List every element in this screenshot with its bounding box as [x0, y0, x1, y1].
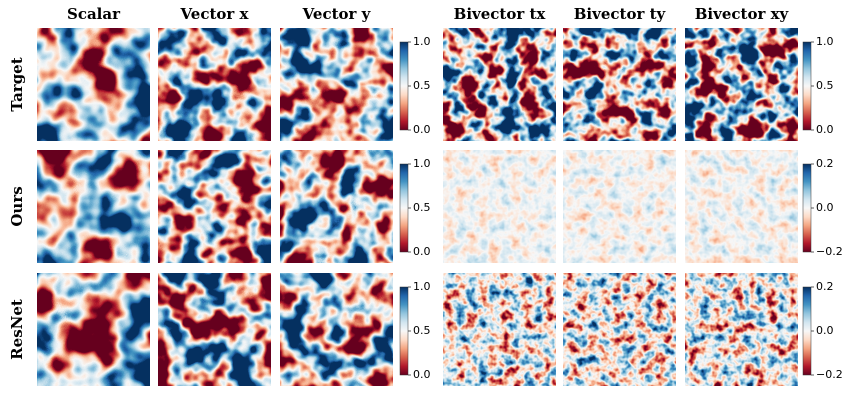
colorbar: [802, 41, 812, 131]
field-image: [158, 150, 271, 263]
colorbar-tick-label: 1.0: [413, 280, 431, 293]
colorbar-tick-label: −0.2: [816, 368, 843, 381]
field-image: [37, 273, 150, 386]
field-image: [443, 273, 556, 386]
column-title: Bivector tx: [454, 5, 547, 23]
colorbar-tick-label: 0.0: [816, 324, 834, 337]
colorbar-tick-label: 0.2: [816, 157, 834, 170]
field-image: [443, 28, 556, 141]
column-title: Bivector xy: [695, 5, 790, 23]
colorbar: [802, 286, 812, 376]
field-image: [563, 273, 676, 386]
colorbar: [802, 163, 812, 253]
field-image: [563, 28, 676, 141]
field-image: [443, 150, 556, 263]
colorbar-tick-label: 1.0: [816, 35, 834, 48]
colorbar-tick-label: 0.5: [816, 79, 834, 92]
field-image: [685, 150, 798, 263]
field-image: [158, 273, 271, 386]
colorbar: [399, 163, 409, 253]
colorbar-tick-label: 1.0: [413, 35, 431, 48]
column-title: Vector x: [180, 5, 250, 23]
row-label: ResNet: [8, 299, 26, 360]
field-image: [280, 28, 393, 141]
field-image: [158, 28, 271, 141]
colorbar: [399, 286, 409, 376]
colorbar-tick-label: 0.2: [816, 280, 834, 293]
field-image: [563, 150, 676, 263]
colorbar-tick-label: −0.2: [816, 245, 843, 258]
field-image: [37, 28, 150, 141]
colorbar-tick-label: 0.0: [816, 123, 834, 136]
colorbar-tick-label: 0.0: [413, 245, 431, 258]
field-image: [280, 150, 393, 263]
column-title: Vector y: [302, 5, 372, 23]
colorbar-tick-label: 0.0: [413, 368, 431, 381]
colorbar-tick-label: 0.5: [413, 79, 431, 92]
field-image: [685, 273, 798, 386]
column-title: Scalar: [67, 5, 121, 23]
field-image: [280, 273, 393, 386]
row-label: Target: [8, 57, 26, 111]
colorbar-tick-label: 0.5: [413, 324, 431, 337]
colorbar-tick-label: 0.5: [413, 201, 431, 214]
row-label: Ours: [8, 186, 26, 226]
column-title: Bivector ty: [574, 5, 667, 23]
colorbar-tick-label: 0.0: [413, 123, 431, 136]
colorbar: [399, 41, 409, 131]
colorbar-tick-label: 1.0: [413, 157, 431, 170]
colorbar-tick-label: 0.0: [816, 201, 834, 214]
field-image: [685, 28, 798, 141]
field-image: [37, 150, 150, 263]
